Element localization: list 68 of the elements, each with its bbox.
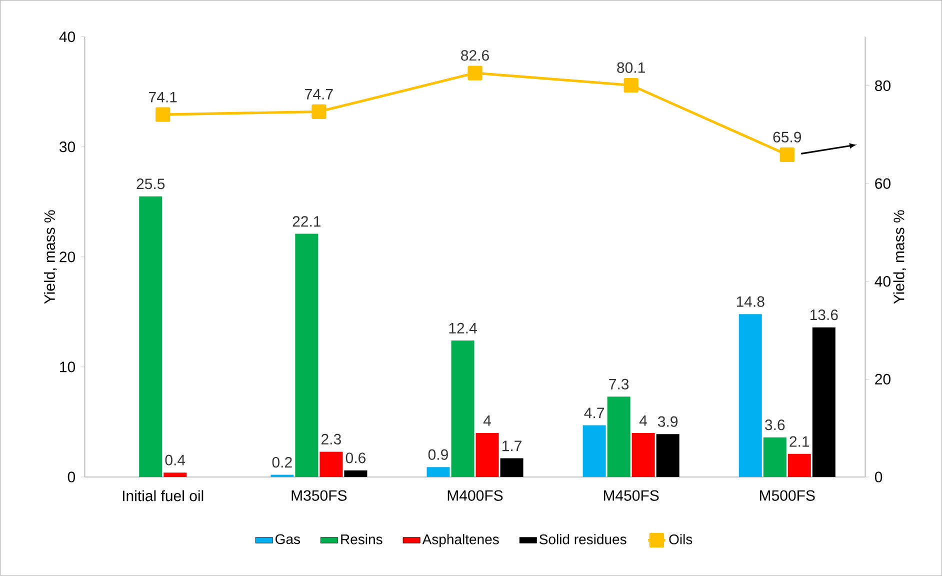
x-tick-label: M400FS: [448, 490, 503, 501]
data-label: 82.6: [461, 50, 489, 61]
bar: [451, 340, 474, 478]
x-tick-label: Initial fuel oil: [122, 490, 204, 502]
x-tick-label: M500FS: [760, 490, 815, 501]
data-label: 7.3: [609, 378, 629, 390]
y-tick-label: 40: [59, 32, 76, 42]
bar: [763, 437, 786, 478]
data-label: 12.4: [449, 322, 477, 334]
point: [312, 104, 326, 120]
y2-tick-label: 60: [875, 178, 890, 189]
y-tick-label: 30: [60, 142, 76, 152]
data-label: 25.5: [136, 178, 165, 190]
bar: [788, 454, 811, 478]
bar: [270, 474, 294, 478]
data-label: 80.1: [617, 62, 645, 74]
y-tick-label: 10: [60, 362, 76, 372]
legend-label: Gas: [276, 534, 300, 544]
data-label: 2.3: [322, 434, 341, 445]
y2-axis-title: Yield, mass %: [893, 210, 906, 304]
y2-tick-label: 20: [875, 374, 890, 385]
data-label: 0.9: [428, 449, 448, 460]
bar: [632, 433, 655, 478]
data-label: 74.1: [149, 92, 177, 102]
bar: [320, 452, 343, 478]
bar: [582, 425, 606, 478]
bar: [139, 196, 162, 478]
x-tick-label: M350FS: [292, 490, 347, 501]
data-label: 0.6: [346, 452, 366, 464]
y2-tick-label: 80: [875, 80, 890, 92]
legend-label: Asphaltenes: [422, 534, 499, 548]
point: [468, 66, 482, 80]
data-label: 74.7: [305, 89, 333, 100]
data-label: 4: [640, 416, 648, 426]
point: [156, 107, 170, 122]
data-label: 65.9: [773, 132, 802, 142]
legend-label: Oils: [669, 534, 692, 544]
data-label: 4: [483, 416, 491, 426]
point: [624, 78, 638, 93]
data-label: 0.4: [165, 454, 186, 466]
bar: [476, 433, 499, 478]
data-label: 2.1: [790, 436, 810, 447]
legend-label: Solid residues: [540, 534, 626, 544]
data-label: 0.2: [272, 457, 292, 468]
y-tick-label: 20: [60, 252, 76, 262]
legend-label: Resins: [341, 534, 382, 544]
bar: [164, 472, 187, 478]
bar: [426, 467, 450, 478]
data-label: 3.6: [765, 420, 785, 430]
bar: [738, 314, 762, 478]
point: [780, 147, 794, 162]
bar: [344, 470, 368, 478]
data-label: 22.1: [292, 216, 321, 227]
bar: [812, 327, 836, 478]
x-tick-label: M450FS: [604, 490, 659, 501]
y-tick-label: 0: [68, 472, 76, 482]
data-label: 4.7: [584, 408, 604, 418]
y-axis-title: Yield, mass %: [44, 210, 57, 304]
data-label: 1.7: [502, 440, 522, 452]
bar: [500, 458, 524, 478]
y2-tick-label: 0: [874, 472, 882, 482]
data-label: 3.9: [658, 416, 678, 427]
bar: [607, 396, 630, 478]
data-label: 14.8: [736, 296, 764, 307]
data-label: 13.6: [810, 310, 838, 320]
bar: [295, 234, 318, 478]
y2-tick-label: 40: [874, 276, 890, 287]
bar: [656, 434, 680, 478]
